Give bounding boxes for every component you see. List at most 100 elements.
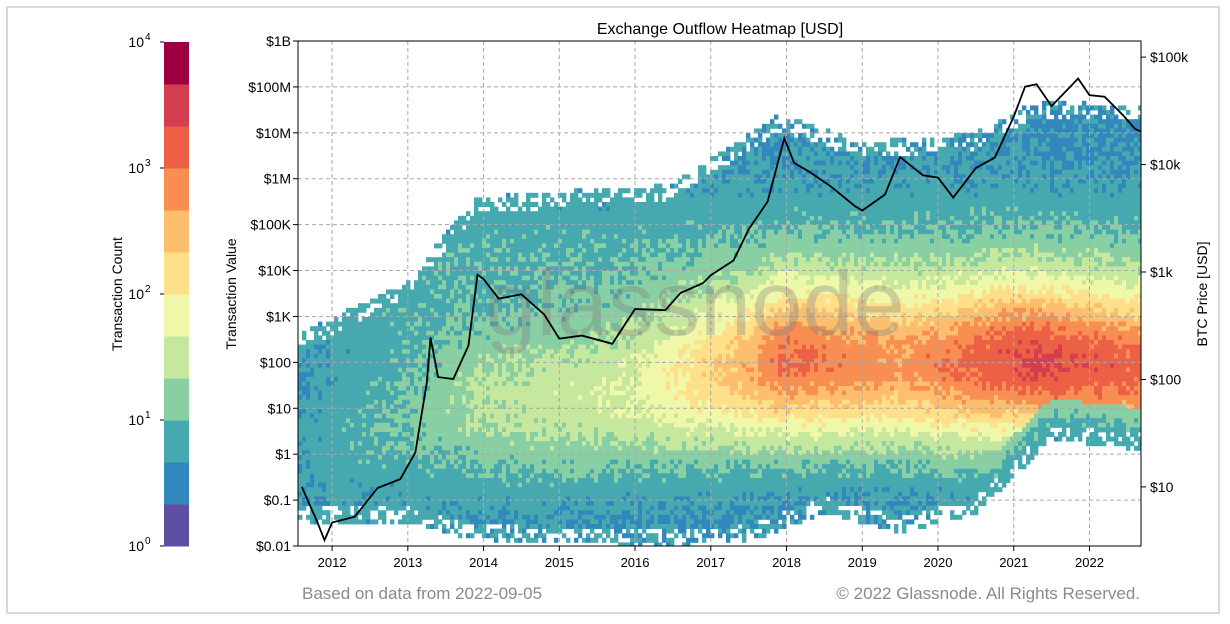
heatmap-cell bbox=[438, 432, 443, 437]
heatmap-cell bbox=[394, 422, 399, 428]
heatmap-cell bbox=[578, 519, 583, 525]
heatmap-cell bbox=[562, 266, 567, 272]
heatmap-cell bbox=[362, 353, 367, 359]
heatmap-cell bbox=[526, 257, 531, 263]
heatmap-cell bbox=[482, 381, 487, 387]
heatmap-cell bbox=[474, 381, 479, 387]
heatmap-cell bbox=[558, 404, 563, 410]
heatmap-cell bbox=[426, 399, 431, 405]
heatmap-cell bbox=[322, 326, 327, 332]
heatmap-cell bbox=[402, 496, 407, 502]
heatmap-cell bbox=[478, 353, 483, 359]
heatmap-cell bbox=[598, 261, 603, 267]
heatmap-cell bbox=[338, 381, 343, 387]
heatmap-cell bbox=[594, 386, 599, 391]
heatmap-cell bbox=[422, 266, 427, 272]
heatmap-cell bbox=[486, 202, 491, 207]
heatmap-cell bbox=[530, 399, 535, 405]
heatmap-cell bbox=[322, 422, 327, 428]
heatmap-cell bbox=[578, 317, 583, 322]
heatmap-cell bbox=[462, 294, 467, 299]
heatmap-cell bbox=[602, 399, 607, 405]
heatmap-cell bbox=[554, 317, 559, 322]
heatmap-cell bbox=[530, 340, 535, 345]
heatmap-cell bbox=[582, 206, 587, 212]
heatmap-cell bbox=[574, 349, 579, 355]
heatmap-cell bbox=[354, 344, 359, 350]
heatmap-cell bbox=[498, 289, 503, 295]
heatmap-cell bbox=[350, 432, 355, 437]
heatmap-cell bbox=[370, 312, 375, 318]
heatmap-cell bbox=[354, 478, 359, 483]
heatmap-cell bbox=[450, 248, 455, 253]
heatmap-cell bbox=[462, 519, 467, 525]
heatmap-cell bbox=[434, 298, 439, 304]
heatmap-cell bbox=[394, 367, 399, 373]
heatmap-cell bbox=[474, 326, 479, 332]
heatmap-cell bbox=[346, 307, 351, 313]
heatmap-cell bbox=[486, 340, 491, 345]
heatmap-cell bbox=[314, 422, 319, 428]
heatmap-cell bbox=[414, 436, 419, 442]
heatmap-cell bbox=[618, 514, 623, 520]
heatmap-cell bbox=[514, 510, 519, 516]
heatmap-cell bbox=[586, 280, 591, 286]
heatmap-cell bbox=[410, 487, 415, 493]
heatmap-cell bbox=[498, 344, 503, 350]
heatmap-cell bbox=[618, 284, 623, 290]
heatmap-cell bbox=[418, 280, 423, 286]
heatmap-cell bbox=[318, 482, 323, 488]
heatmap-cell bbox=[598, 303, 603, 309]
heatmap-cell bbox=[438, 501, 443, 506]
heatmap-cell bbox=[458, 482, 463, 488]
heatmap-cell bbox=[550, 206, 555, 212]
heatmap-cell bbox=[346, 344, 351, 350]
heatmap-cell bbox=[474, 445, 479, 451]
heatmap-cell bbox=[598, 395, 603, 401]
heatmap-cell bbox=[614, 248, 619, 253]
heatmap-cell bbox=[382, 399, 387, 405]
heatmap-cell bbox=[598, 427, 603, 433]
heatmap-cell bbox=[322, 427, 327, 433]
heatmap-cell bbox=[358, 464, 363, 470]
heatmap-cell bbox=[402, 349, 407, 355]
heatmap-cell bbox=[494, 243, 499, 249]
heatmap-cell bbox=[490, 261, 495, 267]
heatmap-cell bbox=[618, 404, 623, 410]
heatmap-cell bbox=[502, 376, 507, 382]
heatmap-cell bbox=[394, 399, 399, 405]
heatmap-cell bbox=[534, 340, 539, 345]
heatmap-cell bbox=[486, 294, 491, 299]
heatmap-cell bbox=[370, 321, 375, 327]
heatmap-cell bbox=[542, 418, 547, 424]
heatmap-cell bbox=[606, 202, 611, 207]
heatmap-cell bbox=[538, 289, 543, 295]
heatmap-cell bbox=[614, 445, 619, 451]
heatmap-cell bbox=[606, 252, 611, 258]
heatmap-cell bbox=[478, 409, 483, 414]
heatmap-cell bbox=[618, 344, 623, 350]
heatmap-cell bbox=[554, 225, 559, 230]
heatmap-cell bbox=[602, 427, 607, 433]
heatmap-cell bbox=[570, 436, 575, 442]
heatmap-cell bbox=[582, 335, 587, 341]
heatmap-cell bbox=[486, 496, 491, 502]
heatmap-cell bbox=[590, 436, 595, 442]
heatmap-cell bbox=[418, 312, 423, 318]
heatmap-cell bbox=[470, 220, 475, 226]
heatmap-cell bbox=[510, 487, 515, 493]
heatmap-cell bbox=[534, 519, 539, 525]
heatmap-cell bbox=[362, 422, 367, 428]
heatmap-cell bbox=[558, 284, 563, 290]
heatmap-cell bbox=[478, 307, 483, 313]
heatmap-cell bbox=[598, 294, 603, 299]
heatmap-cell bbox=[306, 436, 311, 442]
heatmap-cell bbox=[554, 353, 559, 359]
heatmap-cell bbox=[518, 317, 523, 322]
heatmap-cell bbox=[370, 335, 375, 341]
heatmap-cell bbox=[506, 505, 511, 511]
heatmap-cell bbox=[426, 404, 431, 410]
heatmap-cell bbox=[402, 455, 407, 460]
heatmap-cell bbox=[514, 261, 519, 267]
heatmap-cell bbox=[606, 298, 611, 304]
